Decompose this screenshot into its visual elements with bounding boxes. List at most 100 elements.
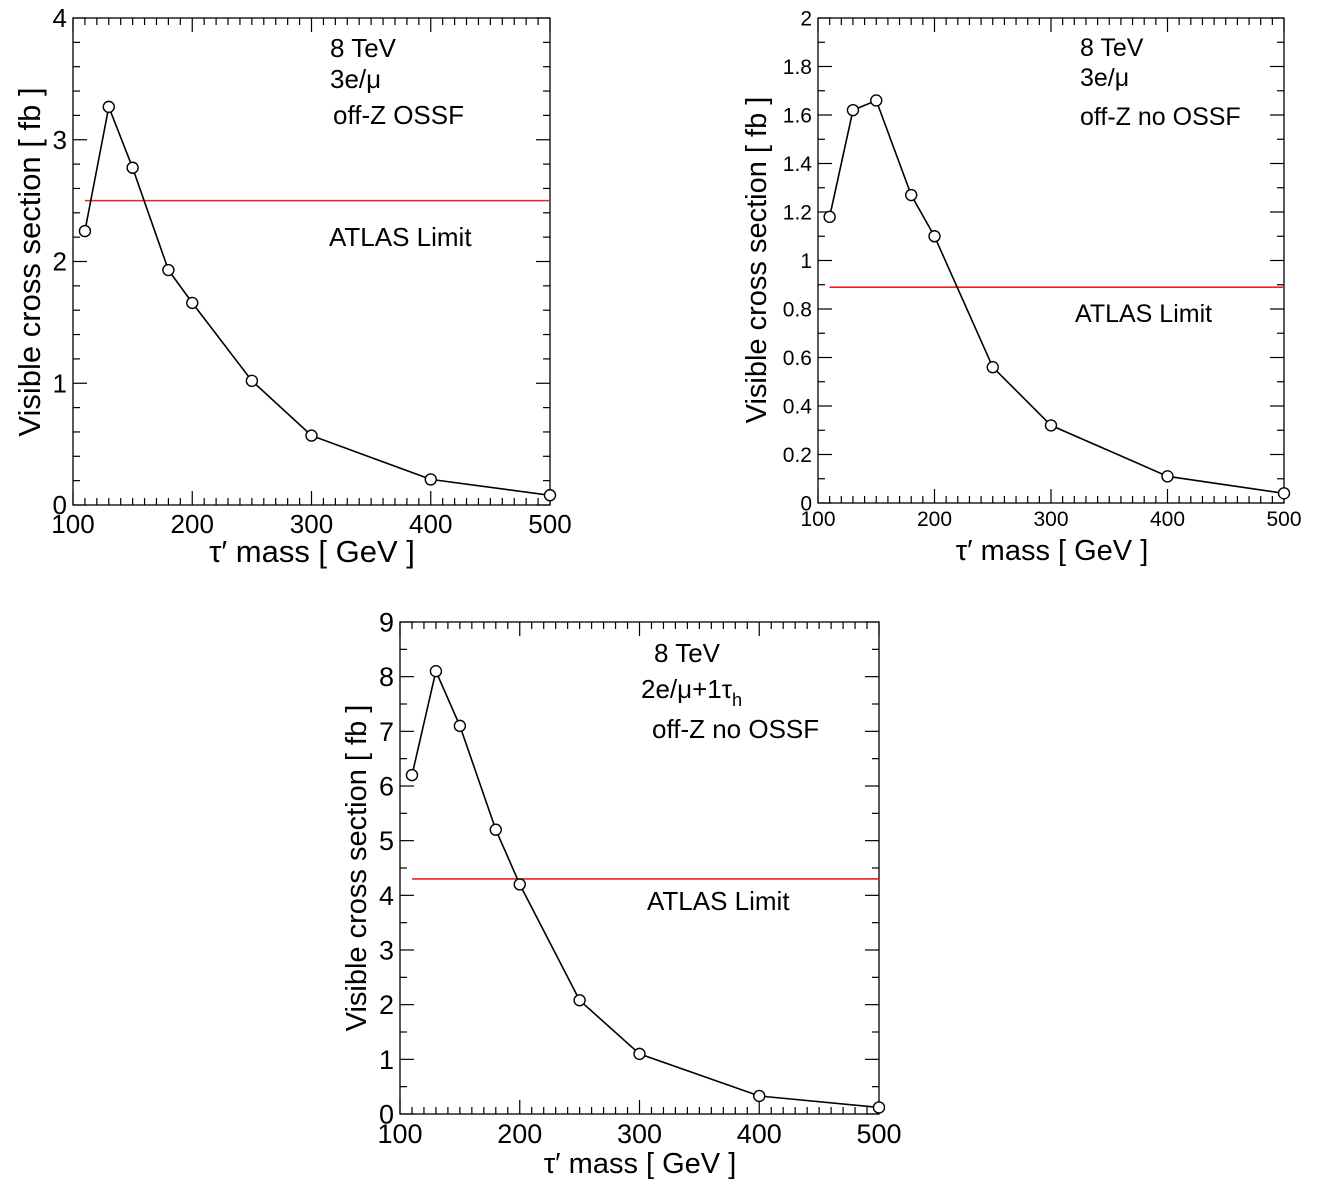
data-point [543,489,557,502]
annotation-1: 8 TeV [654,638,721,668]
atlas-limit-label: ATLAS Limit [647,886,790,916]
x-tick-label: 100 [800,508,835,531]
data-point [1277,487,1291,500]
y-tick-label: 2 [379,990,394,1020]
x-tick-label: 500 [1266,508,1301,531]
y-tick-label: 0.6 [783,347,812,370]
data-point [905,188,918,202]
data-point [405,768,419,782]
x-tick-label: 200 [497,1119,542,1149]
x-tick-label: 400 [409,509,452,539]
annotation-text: 8 TeV [654,638,721,668]
data-point [872,1101,886,1114]
atlas-limit-label: ATLAS Limit [1075,300,1212,328]
data-point [846,103,860,117]
data-point [986,361,999,374]
data-point [753,1089,766,1103]
x-axis-title: τ′ mass [ GeV ] [544,1148,737,1180]
annotation-3: off-Z OSSF [333,100,464,130]
data-point [162,263,175,277]
x-tick-label: 500 [528,509,571,539]
y-tick-label: 5 [379,826,394,856]
series-line [828,99,1285,495]
y-axis-title: Visible cross section [ fb ] [741,97,773,424]
x-tick-label: 200 [917,508,952,531]
x-tick-label: 300 [617,1119,662,1149]
data-point [78,224,92,238]
annotation-text: off-Z no OSSF [1080,103,1241,131]
atlas-limit-label: ATLAS Limit [329,222,472,252]
y-tick-label: 0.4 [783,395,813,418]
y-tick-label: 7 [379,717,394,747]
data-point [245,374,259,388]
annotation-1: 8 TeV [330,33,397,63]
y-tick-label: 1.6 [783,104,812,127]
data-point [513,878,526,891]
x-tick-label: 500 [856,1119,901,1149]
y-tick-label: 1 [800,250,812,273]
y-tick-label: 1.8 [783,56,812,79]
data-point [870,94,883,107]
annotation-text: 3e/μ [330,64,381,94]
y-tick-label: 4 [379,881,394,911]
annotation-3: off-Z no OSSF [652,714,819,744]
data-point [573,994,586,1007]
y-axis-title: Visible cross section [ fb ] [341,705,373,1032]
plot-frame [399,621,880,1115]
data-point [305,429,318,442]
annotation-1: 8 TeV [1080,34,1144,62]
y-tick-label: 1 [53,368,67,398]
y-tick-label: 2 [53,247,67,277]
x-tick-label: 100 [51,509,94,539]
annotation-text: off-Z OSSF [333,100,464,130]
data-point [429,665,443,678]
y-tick-label: 6 [379,771,394,801]
data-point [633,1047,646,1061]
y-tick-label: 1.2 [783,201,812,224]
y-tick-label: 0 [800,492,812,515]
data-point [489,823,502,836]
y-tick-label: 0.2 [783,444,812,467]
data-point [1161,470,1174,483]
y-tick-label: 1.4 [783,153,813,176]
y-tick-label: 3 [379,935,394,965]
x-tick-label: 200 [171,509,214,539]
y-tick-label: 9 [379,607,394,637]
y-tick-label: 1 [379,1045,394,1075]
y-tick-label: 8 [379,662,394,692]
x-tick-label: 300 [1033,508,1068,531]
chart-panel-1: 100 200 300 400 500 0 1 2 3 4 τ′ mass [ GeV ] Visib… [12,3,572,569]
x-tick-label: 400 [1150,508,1185,531]
data-point [928,230,941,243]
data-point [823,210,836,224]
annotation-text: 3e/μ [1080,64,1129,92]
data-point [453,719,467,733]
y-tick-label: 0 [53,490,67,520]
x-tick-label: 400 [737,1119,782,1149]
annotation-2: 3e/μ [330,64,381,94]
annotation-2: 3e/μ [1080,64,1129,92]
y-tick-label: 0.8 [783,298,812,321]
data-point [186,296,199,310]
x-axis-title: τ′ mass [ GeV ] [209,534,415,569]
chart-panel-2: 100 200 300 400 500 0 0.2 0.4 0.6 0.8 1 1.2 1.4 1.6 1.… [741,7,1302,567]
annotation-text: 8 TeV [1080,34,1144,62]
x-tick-label: 100 [377,1119,422,1149]
data-point [126,161,139,174]
data-point [1044,419,1058,432]
annotation-text: 2e/μ+1τ [641,674,733,704]
y-tick-label: 0 [379,1099,394,1129]
annotation-text: 8 TeV [330,33,397,63]
y-axis-title: Visible cross section [ fb ] [12,87,47,436]
chart-panel-3: 100 200 300 400 500 0 1 2 3 4 5 6 7 8 9 τ′ mass [ GeV ]… [341,607,902,1180]
y-tick-label: 2 [800,7,812,30]
annotation-subscript: h [732,690,742,710]
annotation-2: 2e/μ+1τh [641,674,742,710]
y-tick-label: 3 [53,125,67,155]
y-tick-label: 4 [53,3,67,33]
data-point [424,473,437,486]
annotation-text: off-Z no OSSF [652,714,819,744]
x-axis-title: τ′ mass [ GeV ] [956,535,1149,567]
annotation-3: off-Z no OSSF [1080,103,1241,131]
